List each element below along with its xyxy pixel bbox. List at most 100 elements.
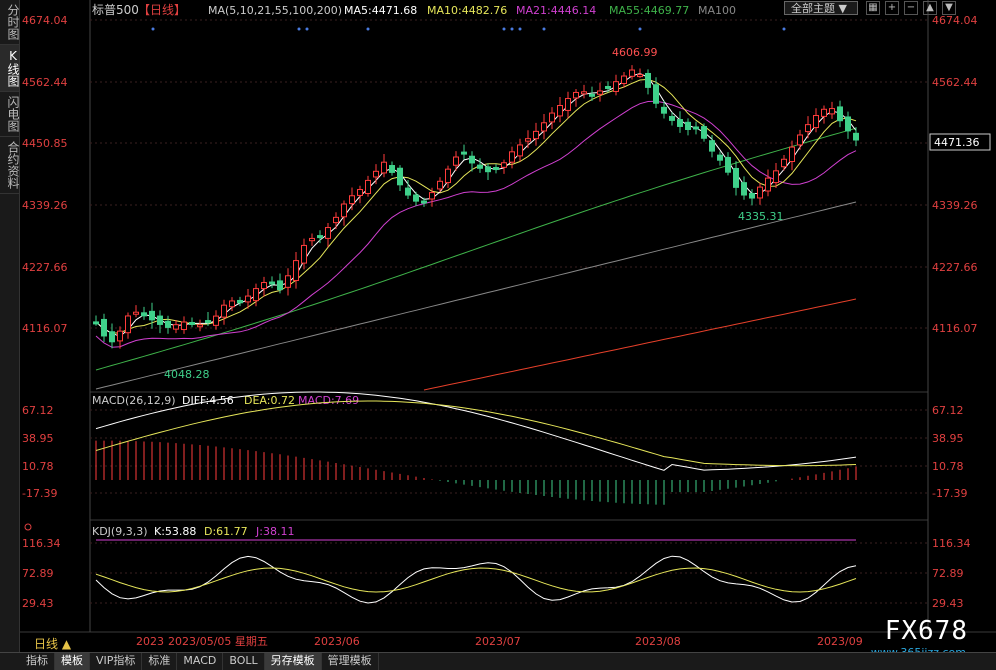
- candle-body: [541, 122, 547, 132]
- tab-macd[interactable]: MACD: [177, 653, 224, 670]
- candle-body: [613, 81, 619, 92]
- period-label: 【日线】: [138, 3, 186, 17]
- candle-body: [821, 108, 827, 117]
- candle-body: [365, 179, 371, 194]
- tab-standard[interactable]: 标准: [142, 653, 178, 670]
- tab-manage-template[interactable]: 管理模板: [322, 653, 379, 670]
- current-price-box: [929, 133, 991, 151]
- candle-body: [829, 108, 835, 115]
- candle-body: [813, 115, 819, 129]
- kdj-label-right-2: 29.43: [932, 597, 964, 610]
- tab-boll[interactable]: BOLL: [223, 653, 265, 670]
- candle-body: [677, 119, 683, 127]
- up-icon[interactable]: ▲: [923, 1, 937, 15]
- theme-dropdown[interactable]: 全部主题 ▼: [784, 1, 858, 15]
- candle-body: [661, 106, 667, 114]
- candle-body: [629, 69, 635, 77]
- candle-body: [117, 330, 123, 342]
- candle-body: [229, 300, 235, 308]
- grid-toggle-icon[interactable]: ▦: [866, 1, 880, 15]
- candle-body: [525, 138, 531, 142]
- event-markers[interactable]: [151, 27, 786, 31]
- candle-body: [133, 311, 139, 315]
- tab-template[interactable]: 模板: [55, 653, 90, 670]
- tab-save-template[interactable]: 另存模板: [264, 653, 322, 670]
- candle-body: [741, 182, 747, 196]
- current-price: 4471.36: [934, 136, 980, 149]
- macd-label-left-1: 38.95: [22, 432, 54, 445]
- candle-body: [485, 166, 491, 173]
- kdj-label-left-1: 72.89: [22, 567, 54, 580]
- candle-body: [445, 168, 451, 184]
- tab-flash[interactable]: 闪电图: [0, 92, 20, 137]
- macd-label-right-1: 38.95: [932, 432, 964, 445]
- price-label-left-3: 4339.26: [22, 199, 68, 212]
- macd-label-right-3: -17.39: [932, 487, 967, 500]
- candle-body: [565, 98, 571, 111]
- kdj-settings-icon[interactable]: [24, 523, 32, 531]
- candle-body: [349, 195, 355, 205]
- price-label-left-5: 4116.07: [22, 322, 68, 335]
- tab-contract-info[interactable]: 合约资料: [0, 137, 20, 194]
- macd-label-left-2: 10.78: [22, 460, 54, 473]
- candle-body: [653, 84, 659, 104]
- candle-body: [701, 126, 707, 139]
- macd-value: MACD:7.69: [298, 394, 359, 407]
- tab-indicator[interactable]: 指标: [20, 653, 55, 670]
- macd-dea-line: [95, 400, 857, 467]
- candle-body: [397, 167, 403, 186]
- period-selector[interactable]: 日线 ▲: [34, 637, 72, 651]
- low-right-annotation: 4335.31: [738, 210, 784, 223]
- candle-body: [141, 312, 147, 317]
- kdj-label-left-0: 116.34: [22, 537, 61, 550]
- low-left-annotation: 4048.28: [164, 368, 210, 381]
- price-label-right-3: 4339.26: [932, 199, 978, 212]
- price-label-left-0: 4674.04: [22, 14, 68, 27]
- macd-label-left-0: 67.12: [22, 404, 54, 417]
- candle-body: [549, 112, 555, 123]
- candle-body: [149, 310, 155, 321]
- candle-body: [757, 186, 763, 199]
- ma10-line: [95, 78, 857, 334]
- candle-body: [309, 237, 315, 242]
- candle-body: [157, 315, 163, 325]
- candle-body: [557, 105, 563, 117]
- add-icon[interactable]: +: [885, 1, 899, 15]
- candle-body: [293, 260, 299, 281]
- candle-body: [357, 189, 363, 196]
- tab-vip-indicator[interactable]: VIP指标: [90, 653, 143, 670]
- candle-body: [797, 134, 803, 146]
- candle-body: [685, 121, 691, 130]
- candle-body: [837, 106, 843, 122]
- price-label-left-2: 4450.85: [22, 137, 68, 150]
- tab-timeshare[interactable]: 分时图: [0, 0, 20, 45]
- candle-body: [173, 324, 179, 330]
- kdj-d: D:61.77: [204, 525, 248, 538]
- candle-body: [221, 304, 227, 318]
- candle-body: [181, 321, 187, 331]
- candle-body: [405, 187, 411, 196]
- candle-body: [93, 321, 99, 325]
- macd-label-right-0: 67.12: [932, 404, 964, 417]
- minus-icon[interactable]: −: [904, 1, 918, 15]
- candle-body: [477, 164, 483, 169]
- kdj-label-left-2: 29.43: [22, 597, 54, 610]
- candle-body: [509, 151, 515, 163]
- macd-diff-line: [95, 391, 857, 471]
- candle-body: [381, 161, 387, 174]
- kdj-params: KDJ(9,3,3): [92, 525, 148, 538]
- candle-body: [197, 324, 203, 328]
- tab-kline[interactable]: K线图: [0, 45, 20, 92]
- candle-body: [501, 162, 507, 168]
- price-label-right-0: 4674.04: [932, 14, 978, 27]
- candle-body: [373, 170, 379, 178]
- ma100-line: [95, 201, 857, 390]
- down-icon[interactable]: ▼: [942, 1, 956, 15]
- candle-body: [621, 75, 627, 84]
- time-label-aug: 2023/08: [635, 635, 681, 648]
- kline-chart[interactable]: 标普500 【日线】 MA(5,10,21,55,100,200) MA5:44…: [20, 0, 996, 652]
- kdj-k-line: [95, 555, 857, 604]
- candle-body: [853, 132, 859, 141]
- time-label-crosshair: 2023/05/05 星期五: [168, 635, 268, 648]
- ma5-value: MA5:4471.68: [344, 4, 417, 17]
